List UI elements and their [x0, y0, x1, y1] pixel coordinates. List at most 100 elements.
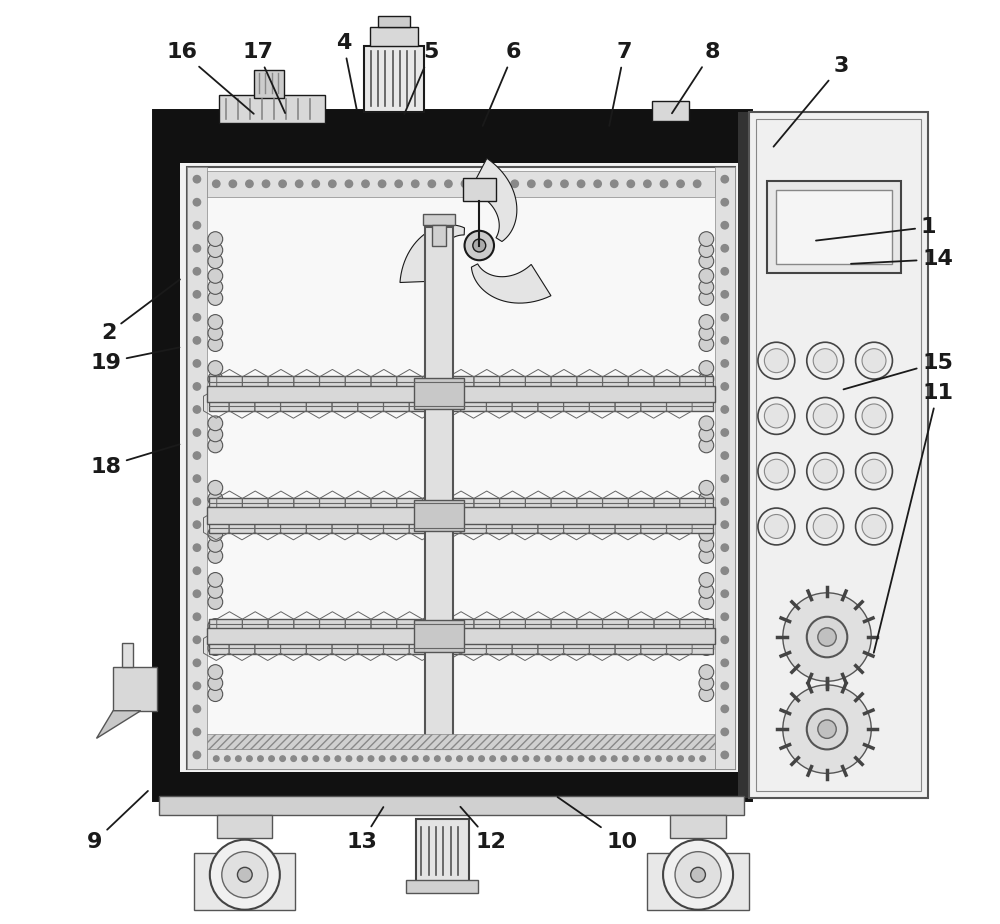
Circle shape: [208, 232, 223, 247]
Circle shape: [699, 538, 714, 553]
Circle shape: [208, 538, 223, 553]
Circle shape: [208, 480, 223, 495]
Circle shape: [457, 756, 462, 761]
Text: 12: 12: [460, 807, 506, 852]
Circle shape: [193, 245, 201, 252]
Circle shape: [461, 180, 469, 188]
Circle shape: [208, 664, 223, 679]
Circle shape: [208, 618, 223, 633]
Text: 8: 8: [672, 43, 720, 114]
Circle shape: [401, 756, 407, 761]
Circle shape: [193, 567, 201, 575]
Circle shape: [208, 291, 223, 306]
Bar: [370, 27, 418, 45]
Bar: [749, 112, 928, 798]
Bar: [364, 45, 424, 112]
Bar: [209, 498, 713, 533]
Circle shape: [764, 515, 788, 539]
Circle shape: [699, 549, 714, 564]
Circle shape: [699, 383, 714, 397]
Circle shape: [208, 629, 223, 644]
Circle shape: [478, 180, 485, 188]
Circle shape: [258, 756, 263, 761]
Circle shape: [208, 243, 223, 258]
Circle shape: [236, 756, 241, 761]
Bar: [155, 112, 749, 163]
Circle shape: [193, 336, 201, 344]
Circle shape: [699, 480, 714, 495]
Circle shape: [208, 527, 223, 541]
Circle shape: [699, 325, 714, 340]
Circle shape: [699, 291, 714, 306]
Circle shape: [699, 371, 714, 386]
Bar: [207, 748, 715, 769]
Circle shape: [611, 180, 618, 188]
Bar: [416, 820, 469, 882]
Bar: [432, 225, 446, 246]
Circle shape: [208, 314, 223, 329]
Circle shape: [295, 180, 303, 188]
Text: 16: 16: [167, 43, 254, 114]
Circle shape: [302, 756, 307, 761]
Text: 7: 7: [609, 43, 632, 126]
Circle shape: [193, 199, 201, 206]
Circle shape: [345, 180, 353, 188]
Bar: [652, 101, 689, 121]
Circle shape: [313, 756, 319, 761]
Circle shape: [589, 756, 595, 761]
Circle shape: [764, 404, 788, 428]
Circle shape: [577, 180, 585, 188]
Circle shape: [545, 756, 551, 761]
Circle shape: [237, 868, 252, 882]
Circle shape: [280, 756, 285, 761]
Circle shape: [758, 453, 795, 490]
Circle shape: [721, 245, 728, 252]
Circle shape: [329, 180, 336, 188]
Circle shape: [346, 756, 352, 761]
Circle shape: [677, 180, 684, 188]
Circle shape: [210, 840, 280, 910]
Circle shape: [721, 636, 728, 643]
Circle shape: [528, 180, 535, 188]
Circle shape: [758, 342, 795, 379]
Circle shape: [213, 180, 220, 188]
Circle shape: [699, 573, 714, 588]
Circle shape: [721, 406, 728, 413]
Circle shape: [473, 239, 486, 252]
Circle shape: [862, 459, 886, 483]
Circle shape: [208, 371, 223, 386]
Bar: [738, 112, 749, 798]
Bar: [155, 112, 180, 798]
Circle shape: [634, 756, 639, 761]
Circle shape: [699, 675, 714, 690]
Circle shape: [193, 406, 201, 413]
Text: 10: 10: [558, 797, 637, 852]
Circle shape: [721, 659, 728, 666]
Circle shape: [656, 756, 661, 761]
Circle shape: [721, 521, 728, 529]
Circle shape: [193, 659, 201, 666]
Circle shape: [193, 498, 201, 505]
Text: 18: 18: [90, 444, 180, 477]
Circle shape: [699, 640, 714, 655]
Circle shape: [721, 291, 728, 298]
Circle shape: [556, 756, 562, 761]
Bar: [463, 178, 496, 201]
Text: 2: 2: [101, 279, 180, 343]
Circle shape: [193, 475, 201, 482]
Circle shape: [213, 756, 219, 761]
Circle shape: [193, 359, 201, 367]
Circle shape: [208, 503, 223, 517]
Circle shape: [807, 616, 847, 657]
Circle shape: [208, 360, 223, 375]
Bar: [378, 16, 410, 27]
Bar: [219, 95, 325, 123]
Circle shape: [193, 751, 201, 759]
Circle shape: [229, 180, 237, 188]
Circle shape: [362, 180, 369, 188]
Bar: [155, 112, 749, 798]
Bar: [715, 167, 735, 769]
Circle shape: [208, 549, 223, 564]
Circle shape: [856, 453, 892, 490]
Circle shape: [721, 567, 728, 575]
